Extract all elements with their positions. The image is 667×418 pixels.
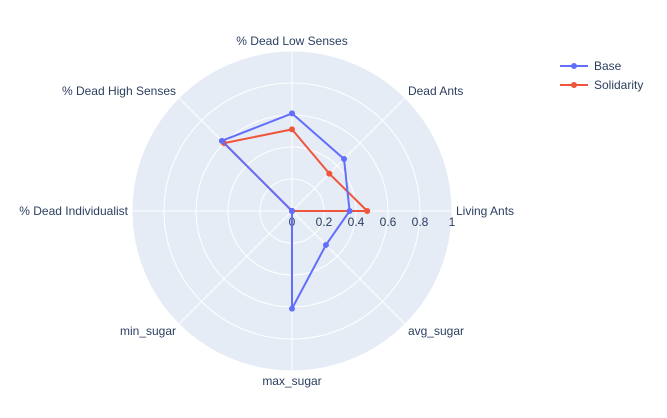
axis-label-avg-sugar: avg_sugar bbox=[408, 324, 464, 338]
radial-tick-0-8: 0.8 bbox=[412, 215, 429, 229]
grid-spoke bbox=[178, 210, 293, 325]
series-line-solidarity bbox=[223, 128, 368, 212]
radial-tick-0-2: 0.2 bbox=[316, 215, 333, 229]
axis-label-living-ants: Living Ants bbox=[456, 204, 514, 218]
axis-label-dead-individualist: % Dead Individualist bbox=[19, 204, 128, 218]
radial-tick-0-4: 0.4 bbox=[348, 215, 365, 229]
axis-label-max-sugar: max_sugar bbox=[262, 374, 321, 388]
point-base-dead-high-senses[interactable] bbox=[218, 137, 225, 144]
legend[interactable]: Base Solidarity bbox=[560, 59, 643, 92]
legend-item-base[interactable]: Base bbox=[560, 59, 622, 73]
axis-label-dead-low-senses: % Dead Low Senses bbox=[236, 34, 347, 48]
axis-labels: Living Ants Dead Ants % Dead Low Senses % D… bbox=[19, 34, 514, 388]
legend-item-solidarity[interactable]: Solidarity bbox=[560, 78, 643, 92]
point-base-avg-sugar[interactable] bbox=[322, 241, 329, 248]
point-base-dead-ants[interactable] bbox=[341, 155, 348, 162]
series-base bbox=[218, 110, 353, 312]
series-traces bbox=[218, 110, 371, 312]
point-solidarity-dead-ants[interactable] bbox=[326, 170, 333, 177]
radial-tick-1: 1 bbox=[449, 215, 456, 229]
radial-tick-0-6: 0.6 bbox=[380, 215, 397, 229]
point-base-min-sugar[interactable] bbox=[289, 208, 295, 214]
legend-marker-base bbox=[571, 63, 577, 69]
axis-label-dead-ants: Dead Ants bbox=[408, 84, 463, 98]
point-base-living-ants[interactable] bbox=[346, 208, 353, 214]
legend-label-solidarity: Solidarity bbox=[594, 78, 643, 92]
point-solidarity-dead-low-senses[interactable] bbox=[289, 126, 295, 133]
grid-spoke bbox=[291, 97, 406, 212]
point-solidarity-living-ants[interactable] bbox=[364, 208, 371, 214]
legend-label-base: Base bbox=[594, 59, 622, 73]
grid-spoke bbox=[291, 210, 406, 325]
axis-label-min-sugar: min_sugar bbox=[120, 324, 176, 338]
point-base-max-sugar[interactable] bbox=[289, 305, 295, 312]
legend-marker-solidarity bbox=[571, 82, 577, 88]
point-base-dead-low-senses[interactable] bbox=[289, 110, 295, 117]
axis-label-dead-high-senses: % Dead High Senses bbox=[62, 84, 176, 98]
series-line-base bbox=[220, 112, 351, 310]
